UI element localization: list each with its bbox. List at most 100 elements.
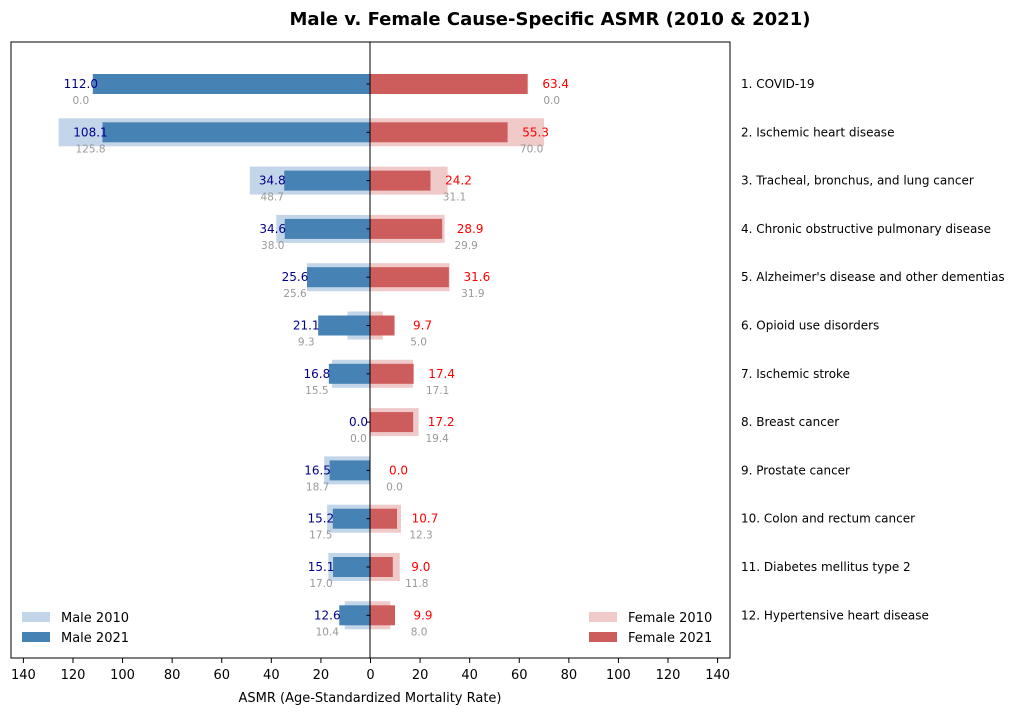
x-tick-label: 100 (606, 668, 631, 683)
value-label-male-2010: 0.0 (350, 433, 367, 445)
x-tick-label: 60 (511, 668, 528, 683)
value-label-female-2010: 8.0 (411, 626, 428, 638)
bars-2010-layer (58, 118, 545, 630)
category-label: 7. Ischemic stroke (741, 367, 850, 381)
legend-label: Male 2021 (61, 631, 129, 646)
value-label-female-2021: 31.6 (463, 270, 490, 284)
x-axis-label: ASMR (Age-Standardized Mortality Rate) (239, 691, 502, 706)
value-label-male-2010: 10.4 (316, 626, 340, 638)
value-label-female-2021: 63.4 (542, 77, 569, 91)
value-label-female-2021: 55.3 (522, 125, 549, 139)
value-label-female-2021: 9.9 (413, 608, 432, 622)
bar-male-2021 (333, 557, 371, 577)
value-label-female-2010: 29.9 (454, 240, 477, 252)
bar-female-2021 (370, 557, 393, 577)
x-tick-label: 20 (313, 668, 330, 683)
bar-female-2021 (370, 74, 528, 94)
bar-male-2021 (329, 460, 371, 481)
value-label-male-2010: 125.8 (75, 143, 105, 155)
value-label-male-2010: 9.3 (298, 337, 315, 349)
bar-male-2021 (307, 267, 371, 288)
category-label: 11. Diabetes mellitus type 2 (741, 560, 911, 574)
value-label-female-2010: 0.0 (386, 481, 403, 493)
value-label-male-2021: 112.0 (64, 77, 98, 91)
value-label-female-2010: 11.8 (405, 578, 428, 590)
value-label-male-2010: 25.6 (283, 288, 307, 300)
value-label-male-2021: 15.1 (308, 560, 335, 574)
x-tick-label: 80 (561, 668, 578, 683)
x-tick-label: 120 (656, 668, 681, 683)
value-label-female-2021: 10.7 (412, 512, 439, 526)
x-tick-label: 40 (263, 668, 280, 683)
bar-male-2021 (284, 170, 371, 191)
bar-female-2021 (370, 122, 508, 143)
bar-female-2021 (370, 267, 449, 288)
value-label-female-2010: 31.9 (461, 288, 484, 300)
x-tick-label: 0 (366, 668, 374, 683)
value-label-male-2021: 108.1 (73, 125, 107, 139)
value-label-male-2021: 34.8 (259, 174, 286, 188)
value-label-male-2021: 25.6 (282, 270, 309, 284)
category-label: 6. Opioid use disorders (741, 319, 879, 333)
value-label-female-2010: 0.0 (543, 95, 560, 107)
bar-female-2021 (370, 170, 431, 191)
bar-female-2021 (370, 508, 398, 529)
x-tick-label: 80 (164, 668, 181, 683)
category-label: 4. Chronic obstructive pulmonary disease (741, 222, 991, 236)
category-label: 9. Prostate cancer (741, 463, 850, 477)
bar-male-2021 (284, 218, 371, 239)
category-label: 10. Colon and rectum cancer (741, 512, 915, 526)
category-labels: 1. COVID-19 2. Ischemic heart disease 3. T… (741, 77, 1005, 622)
value-label-male-2010: 48.7 (261, 192, 284, 204)
legend-label: Male 2010 (61, 611, 129, 626)
category-label: 2. Ischemic heart disease (741, 125, 894, 139)
bar-female-2021 (370, 218, 443, 239)
x-tick-label: 100 (110, 668, 135, 683)
value-label-female-2010: 17.1 (426, 385, 449, 397)
bar-male-2021 (318, 315, 371, 336)
value-labels: 112.0 0.0 63.4 0.0 108.1 125.8 55.3 70.0 34.8 48.… (64, 77, 569, 638)
value-label-female-2010: 19.4 (425, 433, 449, 445)
value-label-male-2010: 15.5 (305, 385, 328, 397)
value-label-female-2010: 12.3 (409, 530, 432, 542)
bar-male-2021 (102, 122, 371, 143)
category-label: 1. COVID-19 (741, 77, 814, 91)
legend-swatch-female-2021 (589, 632, 617, 642)
value-label-female-2021: 24.2 (445, 174, 472, 188)
x-tick-label: 120 (61, 668, 86, 683)
value-label-male-2021: 16.5 (304, 463, 331, 477)
legend-swatch-male-2010 (22, 612, 50, 622)
value-label-female-2021: 9.7 (413, 319, 432, 333)
bar-female-2021 (370, 363, 414, 384)
value-label-male-2021: 34.6 (259, 222, 286, 236)
bar-male-2021 (339, 605, 371, 626)
value-label-female-2010: 70.0 (520, 143, 543, 155)
x-tick-label: 140 (11, 668, 36, 683)
legend-swatch-female-2010 (589, 612, 617, 622)
value-label-male-2010: 17.5 (309, 530, 332, 542)
value-label-male-2021: 21.1 (293, 319, 320, 333)
value-label-female-2010: 5.0 (410, 337, 427, 349)
bars-2021-layer (92, 74, 528, 626)
category-label: 12. Hypertensive heart disease (741, 608, 929, 622)
value-label-female-2021: 28.9 (457, 222, 484, 236)
bar-female-2021 (370, 315, 395, 336)
x-tick-label: 40 (461, 668, 478, 683)
value-label-male-2010: 18.7 (306, 481, 329, 493)
x-tick-label: 140 (705, 668, 730, 683)
value-label-female-2021: 17.4 (428, 367, 455, 381)
x-tick-label: 20 (412, 668, 429, 683)
bar-male-2021 (332, 508, 371, 529)
value-label-male-2021: 0.0 (349, 415, 368, 429)
category-label: 3. Tracheal, bronchus, and lung cancer (741, 174, 974, 188)
legend-label: Female 2010 (628, 611, 712, 626)
bar-female-2021 (370, 412, 414, 433)
x-tick-label: 60 (213, 668, 230, 683)
value-label-female-2010: 31.1 (443, 192, 466, 204)
bar-male-2021 (328, 363, 371, 384)
legend-swatch-male-2021 (22, 632, 50, 642)
value-label-male-2021: 15.2 (307, 512, 334, 526)
value-label-female-2021: 9.0 (411, 560, 430, 574)
bar-male-2021 (92, 74, 371, 94)
